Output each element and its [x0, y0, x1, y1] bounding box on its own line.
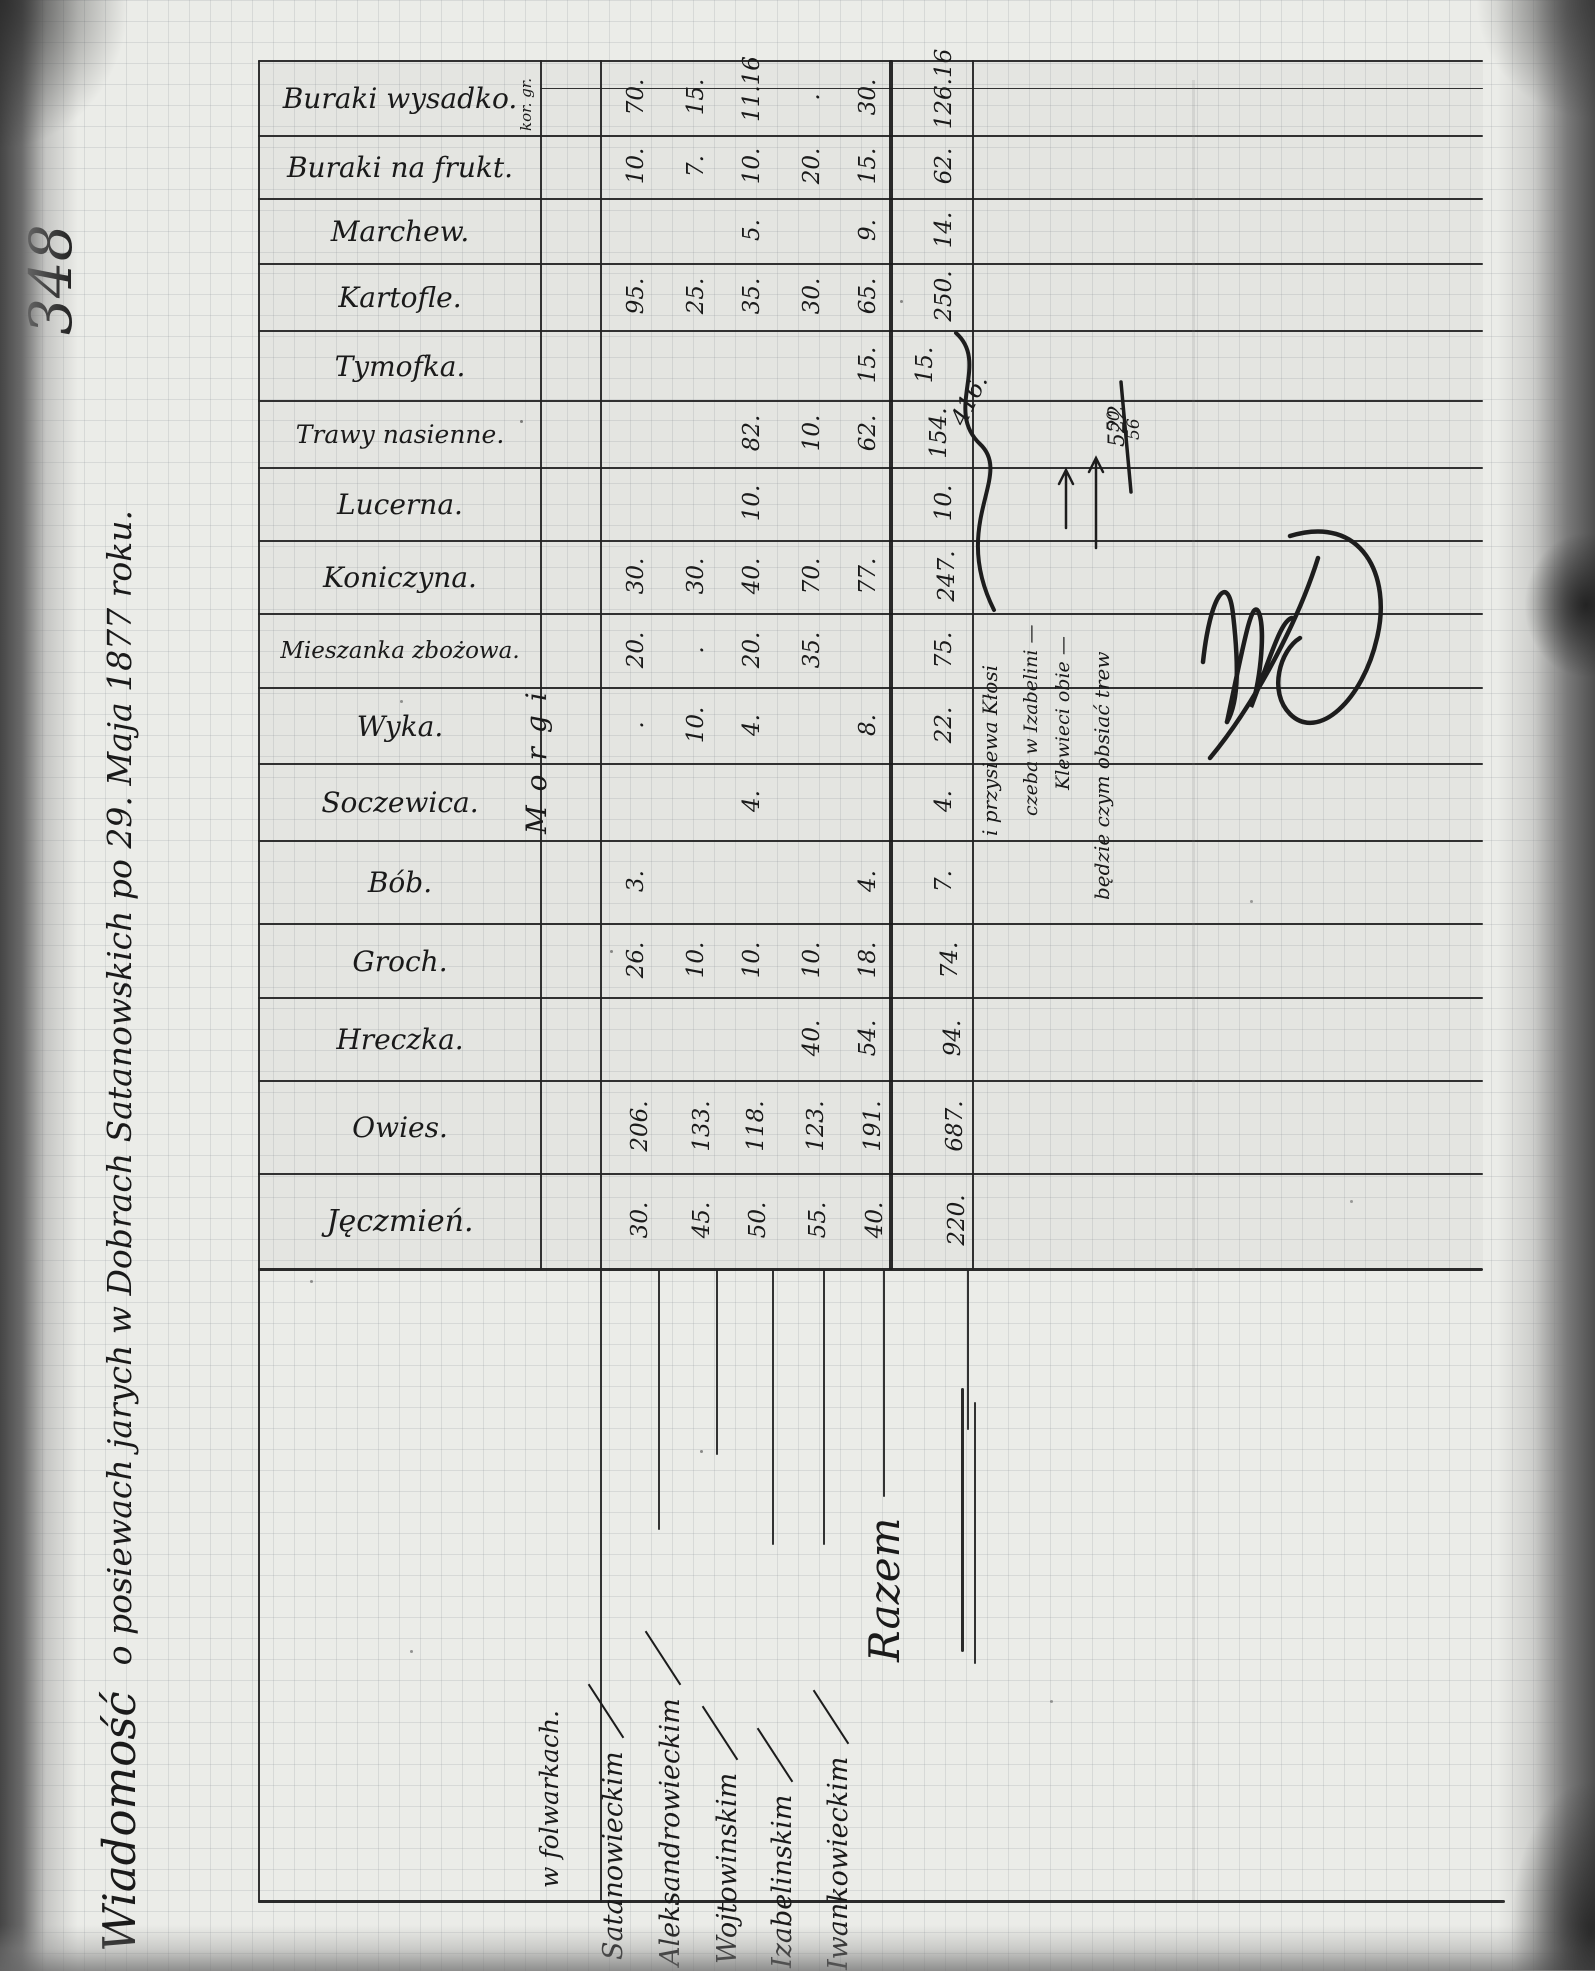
table-shade-band — [258, 60, 1483, 1268]
scan-speckles — [520, 420, 523, 423]
crop-row-label: Marchew. — [330, 214, 470, 248]
crop-row-label: Tymofka. — [334, 349, 466, 383]
brace-annotation — [954, 331, 996, 612]
underline-522 — [1119, 380, 1133, 494]
crop-row-label: Bób. — [367, 865, 433, 899]
crop-row-label: Trawy nasienne. — [295, 419, 505, 449]
signature-flourish — [1200, 529, 1383, 761]
crop-row-label: Soczewica. — [321, 785, 479, 819]
arrow-mark — [1087, 455, 1105, 550]
right-edge-blotch — [1522, 530, 1595, 680]
crop-row-label: Buraki na frukt. — [286, 150, 514, 184]
arrow-mark — [1057, 467, 1075, 530]
bottom-scan-shadow — [0, 1923, 1595, 1971]
crop-row-label: Lucerna. — [337, 487, 463, 521]
right-scan-shadow — [1495, 0, 1595, 1971]
crop-row-label: Mieszanka zbożowa. — [280, 638, 520, 664]
crop-row-label: Jęczmień. — [326, 1203, 474, 1239]
crop-row-label: Buraki wysadko. — [282, 81, 518, 115]
crop-row-label: Kartofle. — [338, 280, 462, 314]
crop-row-label: Wyka. — [356, 709, 444, 743]
top-left-corner-shadow — [0, 0, 130, 150]
bottom-right-blotch — [1510, 1780, 1595, 1970]
crop-row-label: Koniczyna. — [323, 560, 477, 594]
top-right-corner-shadow — [1475, 0, 1595, 120]
paper-crease — [1192, 80, 1195, 1900]
left-scan-shadow — [0, 0, 80, 1971]
crop-row-label: Hreczka. — [336, 1022, 464, 1056]
crop-row-label: Groch. — [352, 944, 448, 978]
crop-row-label: Owies. — [352, 1110, 448, 1144]
